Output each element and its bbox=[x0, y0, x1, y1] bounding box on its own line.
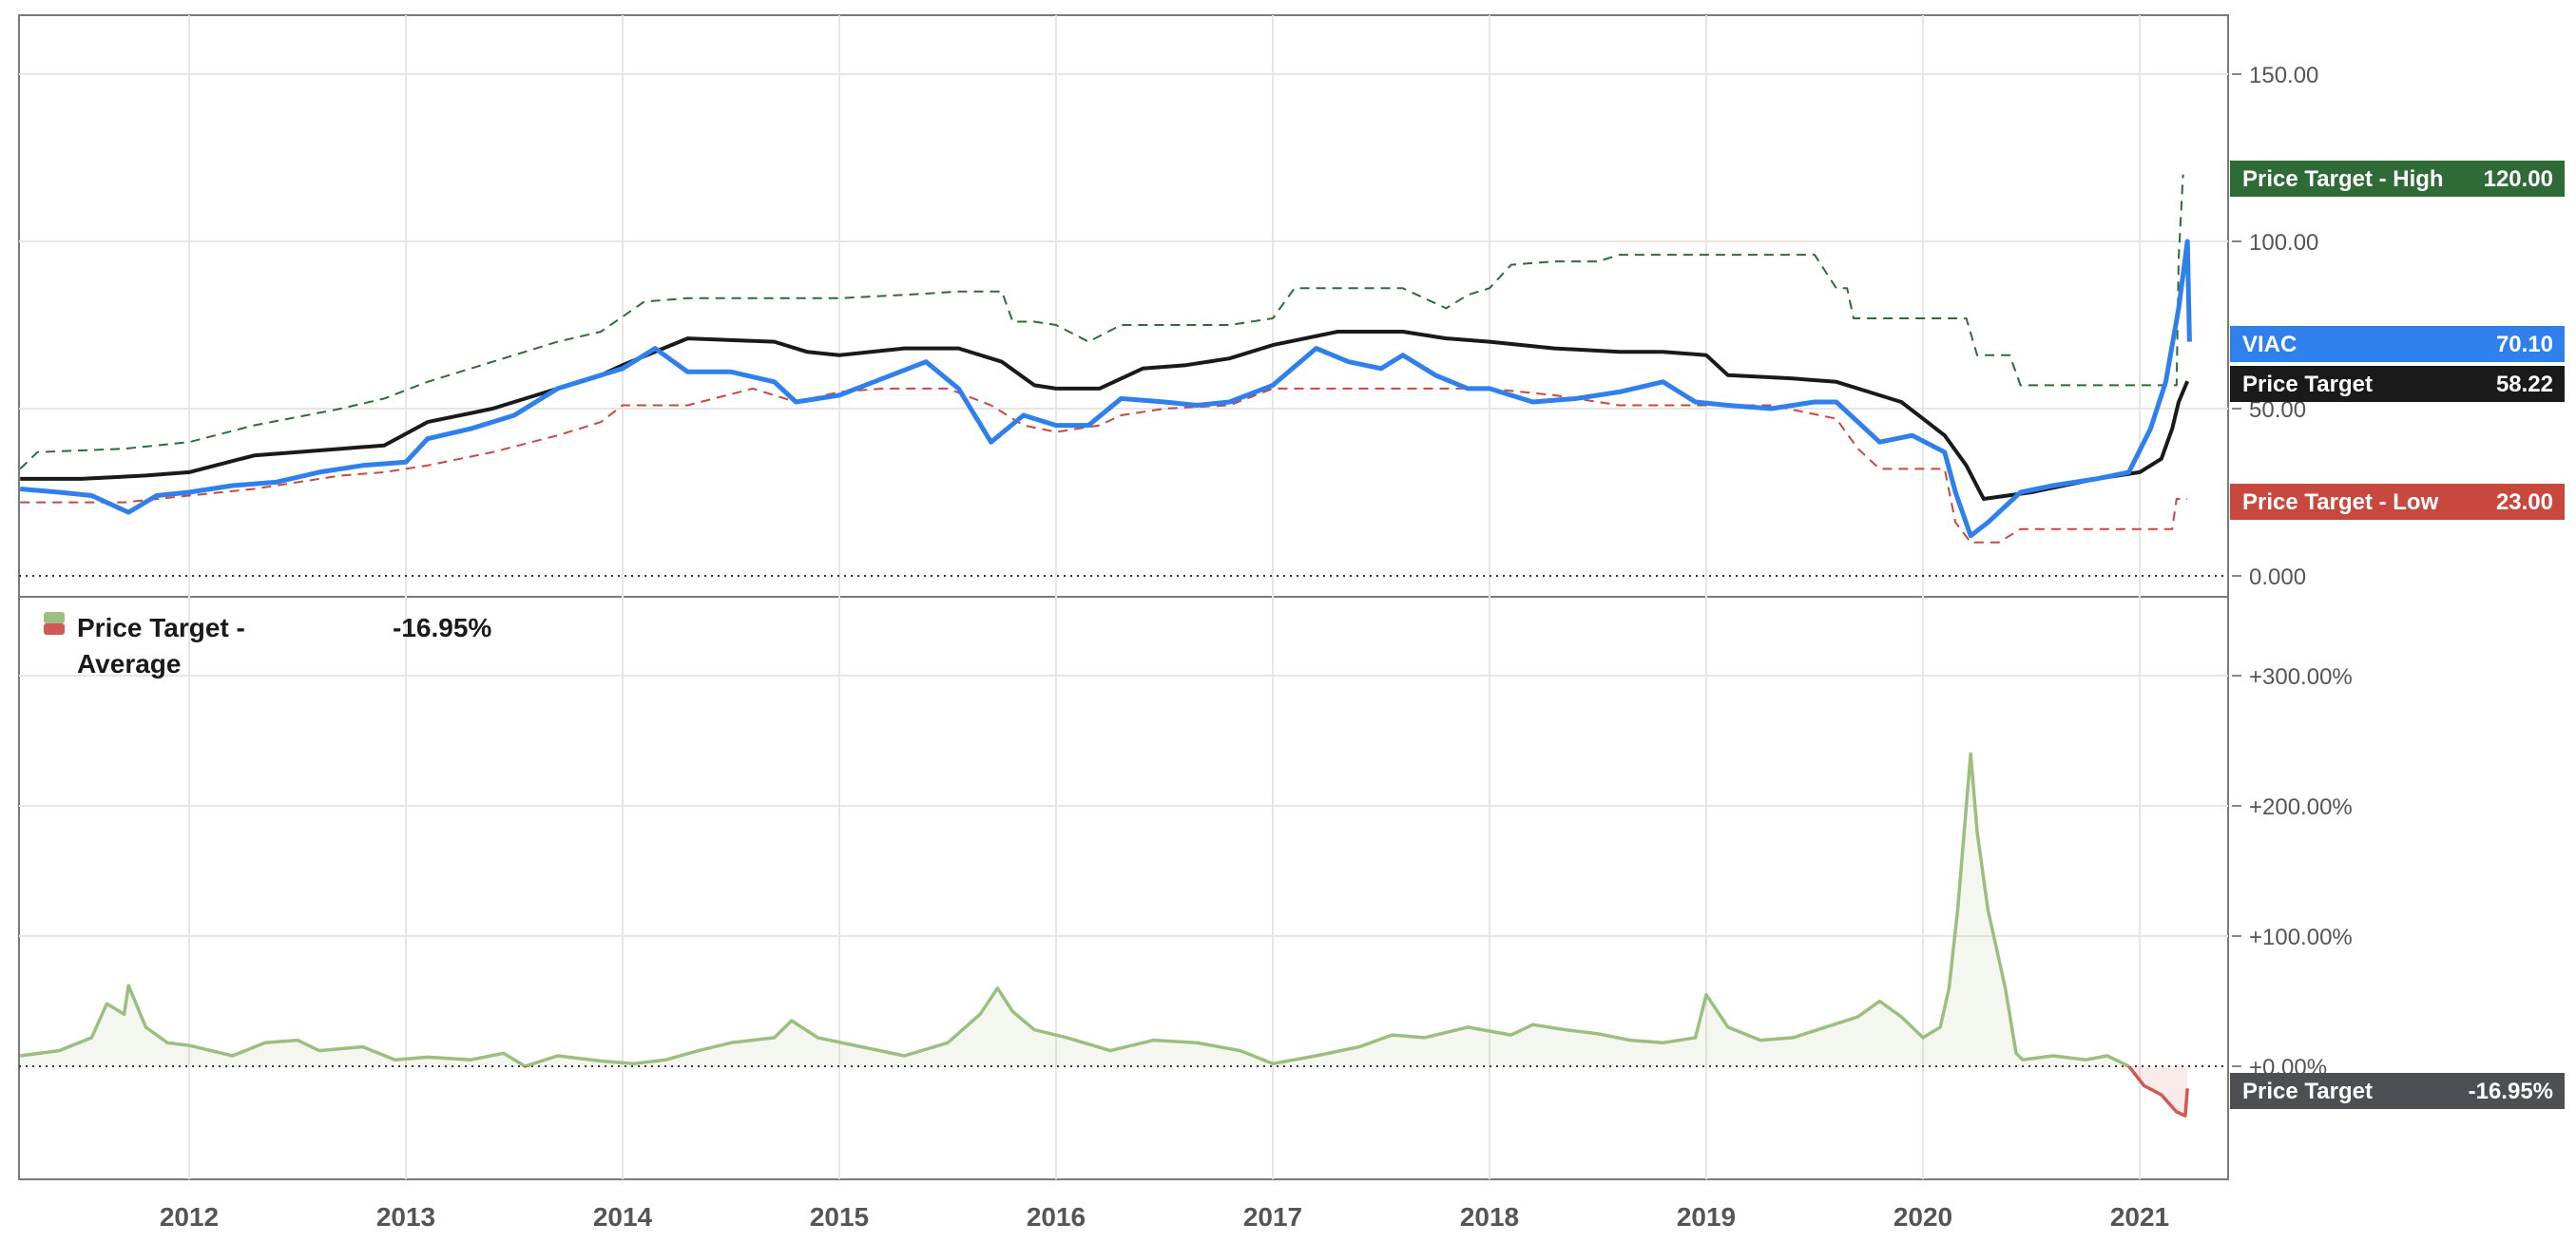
tag-price-target-low: Price Target - Low 23.00 bbox=[2230, 484, 2565, 520]
tag-price-target-high: Price Target - High 120.00 bbox=[2230, 161, 2565, 197]
tag-price-target-high-value: 120.00 bbox=[2484, 166, 2553, 192]
x-tick-label: 2013 bbox=[376, 1202, 435, 1232]
series-price-target-high bbox=[19, 174, 2184, 470]
percent-legend: Price Target - Average -16.95% bbox=[44, 612, 491, 679]
tag-price-target-average-label: Price Target bbox=[2242, 372, 2373, 397]
tag-price-target-low-label: Price Target - Low bbox=[2242, 489, 2439, 515]
legend-swatch-positive bbox=[44, 612, 65, 623]
percent-line-positive bbox=[19, 752, 2131, 1066]
y-tick-label: 100.00 bbox=[2249, 230, 2318, 256]
x-tick-label: 2019 bbox=[1677, 1202, 1736, 1232]
tag-viac-label: VIAC bbox=[2242, 332, 2297, 357]
series-price-target-low bbox=[20, 387, 2188, 544]
percent-area-positive bbox=[20, 754, 2188, 1066]
tag-viac: VIAC 70.10 bbox=[2230, 326, 2565, 362]
tag-price-target-average-value: 58.22 bbox=[2496, 372, 2553, 397]
price-panel-plot bbox=[19, 174, 2192, 544]
x-tick-label: 2020 bbox=[1894, 1202, 1952, 1232]
tag-price-target-high-label: Price Target - High bbox=[2242, 166, 2444, 192]
tag-viac-value: 70.10 bbox=[2496, 332, 2553, 357]
y-tick-label: +100.00% bbox=[2249, 925, 2353, 950]
y-tick-label: 0.000 bbox=[2249, 564, 2306, 590]
value-tags: Price Target - High 120.00 VIAC 70.10 Price … bbox=[2230, 161, 2565, 1109]
tag-price-target-average: Price Target 58.22 bbox=[2230, 366, 2565, 402]
x-tick-label: 2016 bbox=[1027, 1202, 1086, 1232]
series-viac-price bbox=[19, 239, 2192, 539]
y-tick-label: +200.00% bbox=[2249, 794, 2353, 820]
y-axis-ticks: 0.00050.00100.00150.00+0.00%+100.00%+200… bbox=[2232, 63, 2353, 1080]
legend-swatch-negative bbox=[44, 623, 65, 635]
x-tick-label: 2018 bbox=[1460, 1202, 1519, 1232]
y-tick-label: 150.00 bbox=[2249, 63, 2318, 88]
x-tick-label: 2014 bbox=[593, 1202, 653, 1232]
y-tick-label: +300.00% bbox=[2249, 664, 2353, 690]
legend-value: -16.95% bbox=[393, 613, 491, 642]
legend-label-line1: Price Target - bbox=[77, 613, 245, 642]
legend-label-line2: Average bbox=[77, 649, 181, 679]
tag-percent-price-target-value: -16.95% bbox=[2469, 1079, 2553, 1104]
x-tick-label: 2021 bbox=[2110, 1202, 2169, 1232]
x-tick-label: 2015 bbox=[810, 1202, 869, 1232]
tag-percent-price-target-label: Price Target bbox=[2242, 1079, 2373, 1104]
x-tick-label: 2012 bbox=[160, 1202, 219, 1232]
percent-panel-plot bbox=[19, 752, 2189, 1118]
x-tick-label: 2017 bbox=[1243, 1202, 1302, 1232]
x-axis-ticks: 2012 2013 2014 2015 2016 2017 2018 2019 2020 2021 bbox=[160, 1202, 2169, 1232]
tag-price-target-low-value: 23.00 bbox=[2496, 489, 2553, 515]
tag-percent-price-target: Price Target -16.95% bbox=[2230, 1073, 2565, 1109]
grid-lines bbox=[19, 15, 2228, 1179]
zero-lines bbox=[19, 575, 2228, 1067]
series-price-target-average bbox=[20, 330, 2190, 501]
